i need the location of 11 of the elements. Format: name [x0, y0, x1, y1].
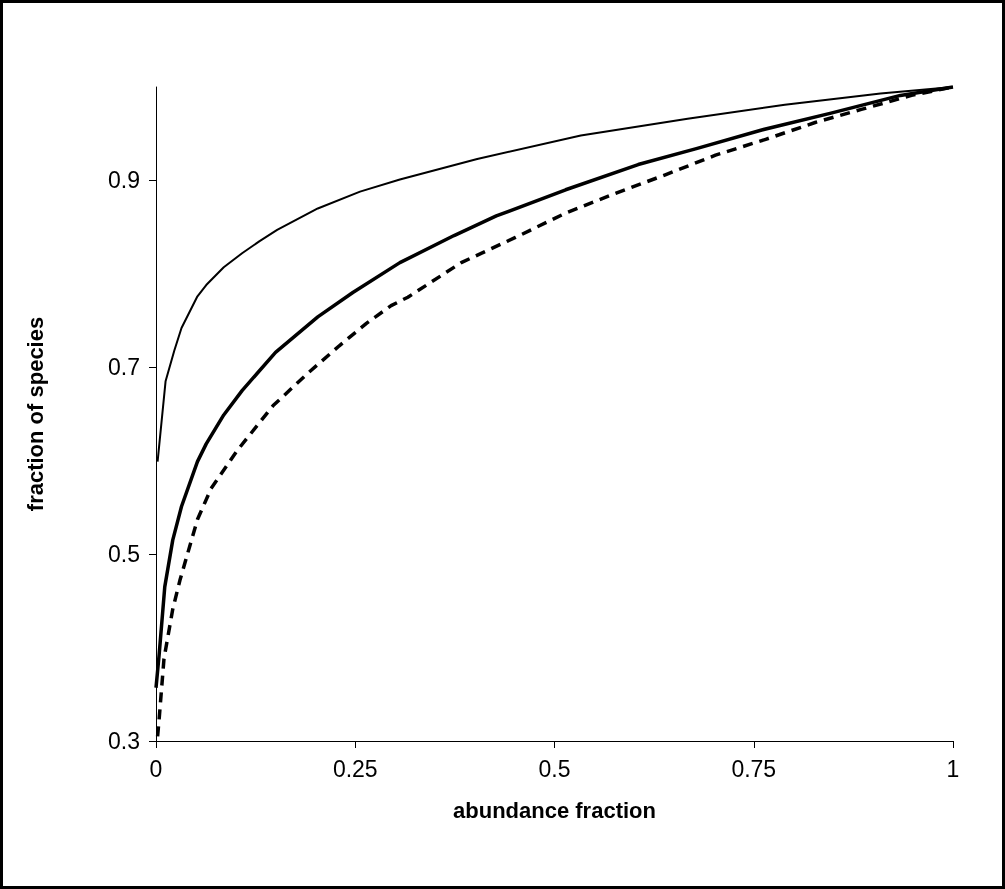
x-tick-label: 0	[149, 755, 163, 782]
x-axis-title: abundance fraction	[453, 797, 656, 823]
y-tick-label: 0.7	[108, 354, 140, 381]
y-tick-label: 0.5	[108, 541, 140, 568]
y-tick-label: 0.3	[108, 728, 140, 754]
y-tick-label: 0.9	[108, 167, 140, 194]
x-tick-label: 1	[946, 755, 960, 782]
y-axis-title: fraction of species	[22, 316, 48, 512]
x-tick-label: 0.25	[332, 755, 378, 782]
x-tick-label: 0.5	[538, 755, 571, 782]
x-tick-label: 0.75	[731, 755, 777, 782]
